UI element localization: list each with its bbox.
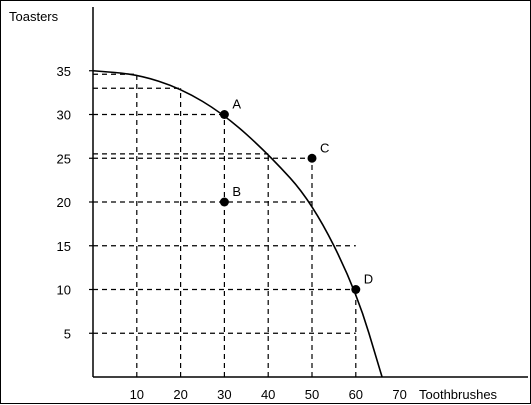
x-tick-label-70: 70 bbox=[392, 387, 406, 402]
y-tick-label-25: 25 bbox=[57, 151, 71, 166]
grid-layer bbox=[93, 73, 357, 377]
ticks-layer: 5 10 15 20 25 30 35 10 20 30 40 50 60 70 bbox=[57, 64, 407, 402]
point-b bbox=[219, 197, 229, 207]
y-tick-label-20: 20 bbox=[57, 195, 71, 210]
y-tick-label-10: 10 bbox=[57, 283, 71, 298]
x-tick-label-60: 60 bbox=[349, 387, 363, 402]
frontier-curve bbox=[92, 69, 383, 378]
axes-layer: Toasters Toothbrushes bbox=[9, 7, 528, 402]
y-tick-label-30: 30 bbox=[57, 108, 71, 123]
x-axis-label: Toothbrushes bbox=[419, 387, 498, 402]
x-tick-label-20: 20 bbox=[173, 387, 187, 402]
point-label-d: D bbox=[364, 272, 373, 287]
x-tick-label-30: 30 bbox=[217, 387, 231, 402]
point-c bbox=[307, 153, 317, 163]
x-tick-label-10: 10 bbox=[130, 387, 144, 402]
curve-layer bbox=[92, 69, 383, 378]
points-layer: A B C D bbox=[219, 97, 373, 294]
point-label-c: C bbox=[320, 140, 329, 155]
point-label-b: B bbox=[232, 184, 241, 199]
x-tick-label-40: 40 bbox=[261, 387, 275, 402]
y-axis-label: Toasters bbox=[9, 9, 59, 24]
x-tick-label-50: 50 bbox=[305, 387, 319, 402]
y-tick-label-5: 5 bbox=[64, 326, 71, 341]
point-label-a: A bbox=[232, 97, 241, 112]
y-tick-label-35: 35 bbox=[57, 64, 71, 79]
y-tick-label-15: 15 bbox=[57, 239, 71, 254]
point-d bbox=[351, 285, 361, 294]
point-a bbox=[219, 110, 229, 119]
